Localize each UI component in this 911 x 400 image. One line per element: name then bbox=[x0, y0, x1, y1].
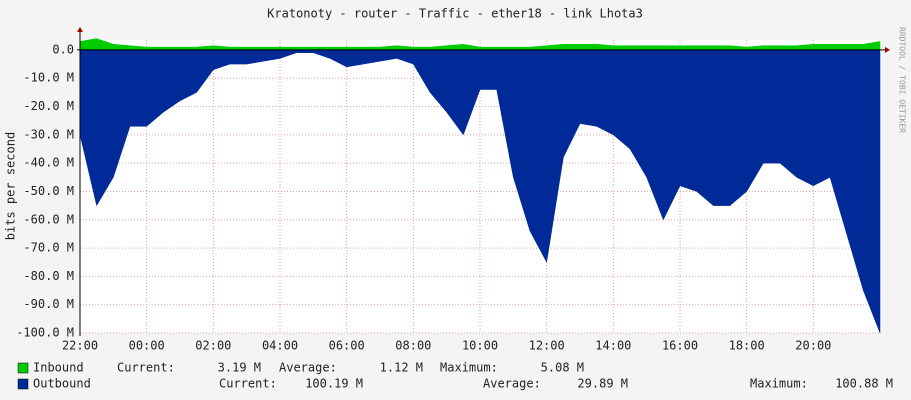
y-tick-label: 0.0 bbox=[52, 42, 74, 56]
y-tick-label: -80.0 M bbox=[23, 269, 74, 283]
x-tick-label: 16:00 bbox=[662, 339, 698, 353]
legend-label: Inbound bbox=[33, 361, 84, 375]
plot: 0.0 -10.0 M -20.0 M -30.0 M -40.0 M -50.0 M -6… bbox=[16, 27, 890, 353]
x-tick-label: 22:00 bbox=[62, 339, 98, 353]
stat-value: 5.08 M bbox=[541, 361, 584, 375]
stat-value: 3.19 M bbox=[218, 361, 261, 375]
x-tick-label: 14:00 bbox=[595, 339, 631, 353]
stat-value: 100.19 M bbox=[305, 377, 363, 391]
stat-label: Current: bbox=[219, 377, 277, 391]
stat-value: 100.88 M bbox=[835, 377, 893, 391]
y-tick-label: -40.0 M bbox=[23, 156, 74, 170]
y-axis-label: bits per second bbox=[4, 132, 18, 240]
x-tick-label: 06:00 bbox=[329, 339, 365, 353]
y-tick-label: -100.0 M bbox=[16, 326, 74, 340]
legend-label: Outbound bbox=[33, 377, 91, 391]
axis-arrow bbox=[77, 27, 83, 32]
x-tick-label: 20:00 bbox=[795, 339, 831, 353]
stat-value: 1.12 M bbox=[380, 361, 423, 375]
stat-label: Average: bbox=[483, 377, 541, 391]
y-tick-label: -10.0 M bbox=[23, 71, 74, 85]
axis-arrow bbox=[885, 46, 890, 53]
x-tick-label: 08:00 bbox=[395, 339, 431, 353]
chart-title: Kratonoty - router - Traffic - ether18 -… bbox=[267, 7, 643, 21]
legend: Inbound Current: 3.19 M Average: 1.12 M Maxim… bbox=[17, 361, 893, 391]
area bbox=[79, 38, 881, 51]
watermark: RRDTOOL / TOBI OETIKER bbox=[898, 27, 907, 133]
y-tick-label: -60.0 M bbox=[23, 212, 74, 226]
stat-label: Maximum: bbox=[750, 377, 808, 391]
stat-label: Average: bbox=[279, 361, 337, 375]
legend-swatch bbox=[17, 362, 29, 374]
x-tick-label: 12:00 bbox=[529, 339, 565, 353]
x-tick-label: 18:00 bbox=[729, 339, 765, 353]
legend-swatch bbox=[17, 378, 29, 390]
y-tick-label: -30.0 M bbox=[23, 127, 74, 141]
x-tick-label: 10:00 bbox=[462, 339, 498, 353]
y-tick-label: -50.0 M bbox=[23, 184, 74, 198]
x-tick-label: 04:00 bbox=[262, 339, 298, 353]
y-tick-label: -20.0 M bbox=[23, 99, 74, 113]
x-tick-label: 00:00 bbox=[129, 339, 165, 353]
stat-value: 29.89 M bbox=[577, 377, 628, 391]
area bbox=[79, 49, 881, 334]
x-tick-label: 02:00 bbox=[195, 339, 231, 353]
y-tick-label: -90.0 M bbox=[23, 297, 74, 311]
y-tick-label: -70.0 M bbox=[23, 241, 74, 255]
stat-label: Maximum: bbox=[440, 361, 498, 375]
stat-label: Current: bbox=[117, 361, 175, 375]
